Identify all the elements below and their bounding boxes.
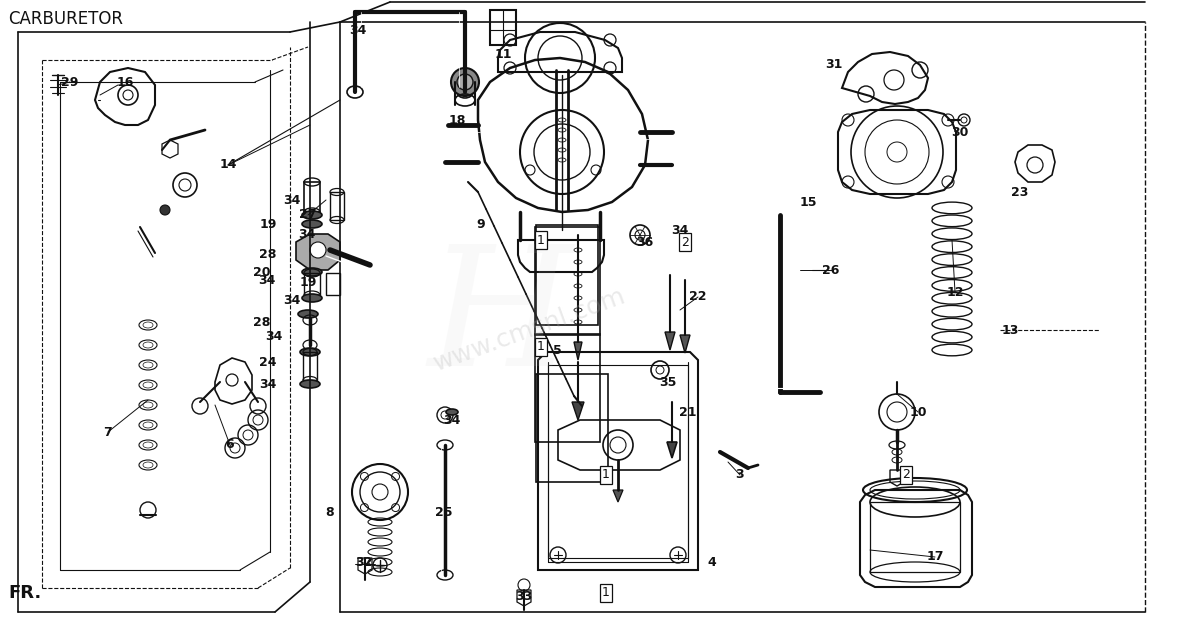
Bar [302,352,317,380]
Text: 32: 32 [355,556,373,570]
Ellipse shape [302,268,322,276]
Text: 34: 34 [671,224,689,236]
Bar [536,225,598,325]
Bar [535,334,600,442]
Text: 28: 28 [253,316,271,328]
Text: 16: 16 [116,76,133,88]
Ellipse shape [302,220,322,228]
Ellipse shape [302,211,322,219]
Text: 35: 35 [659,375,677,389]
Text: 12: 12 [947,285,964,299]
Ellipse shape [446,409,458,415]
Polygon shape [680,335,690,353]
Text: 4: 4 [708,556,716,568]
Polygon shape [574,342,582,360]
Text: 7: 7 [103,425,113,438]
Ellipse shape [298,310,318,318]
Circle shape [457,74,473,90]
Text: 18: 18 [449,113,466,127]
Text: 17: 17 [926,551,943,563]
Text: 11: 11 [494,49,511,62]
Circle shape [160,205,170,215]
Text: 9: 9 [476,219,485,231]
Text: www.cmsnl.com: www.cmsnl.com [431,284,629,376]
Text: 25: 25 [436,505,452,518]
Text: 36: 36 [636,236,654,248]
Text: 34: 34 [349,23,367,37]
Text: 10: 10 [910,406,926,418]
Text: 34: 34 [283,294,301,307]
Text: 28: 28 [259,248,277,261]
Text: 21: 21 [679,406,697,418]
Ellipse shape [300,348,320,356]
Text: 34: 34 [283,193,301,207]
Ellipse shape [300,380,320,388]
Text: 24: 24 [259,355,277,369]
Text: 23: 23 [1012,185,1028,198]
Text: 20: 20 [253,265,271,278]
Text: 1: 1 [602,469,610,481]
Text: 33: 33 [515,590,533,604]
Text: 5: 5 [553,343,562,357]
Bar [326,273,340,295]
Polygon shape [613,490,623,502]
Text: 2: 2 [902,469,910,481]
Ellipse shape [302,294,322,302]
Text: 8: 8 [325,505,335,518]
Text: 34: 34 [265,331,283,343]
Bar [535,227,600,335]
Polygon shape [667,442,677,458]
Text: 29: 29 [61,76,79,88]
Bar [304,182,320,212]
Text: 3: 3 [736,469,744,481]
Text: 1: 1 [602,587,610,600]
Text: 2: 2 [682,236,689,248]
Polygon shape [572,402,584,420]
Text: H: H [427,240,572,400]
Bar [536,374,608,482]
Text: CARBURETOR: CARBURETOR [8,10,124,28]
Text: 34: 34 [443,413,461,427]
Polygon shape [296,234,340,270]
Text: 6: 6 [226,438,234,452]
Bar [304,273,320,295]
Text: 34: 34 [258,273,276,287]
Circle shape [310,242,326,258]
Text: 19: 19 [259,219,277,231]
Text: FR.: FR. [8,584,41,602]
Text: 14: 14 [220,159,236,171]
Text: 1: 1 [538,340,545,353]
Circle shape [451,68,479,96]
Text: 15: 15 [799,195,817,209]
Text: 31: 31 [826,59,842,71]
Text: 13: 13 [1001,323,1019,336]
Text: 30: 30 [952,125,968,139]
Text: 27: 27 [299,209,317,222]
Text: 34: 34 [259,379,277,391]
Polygon shape [665,332,674,350]
Text: 19: 19 [299,277,317,290]
Text: 26: 26 [822,263,840,277]
Bar [490,10,516,45]
Text: 1: 1 [538,234,545,246]
Text: 22: 22 [689,290,707,304]
Text: 34: 34 [299,229,316,241]
Bar [330,192,344,220]
